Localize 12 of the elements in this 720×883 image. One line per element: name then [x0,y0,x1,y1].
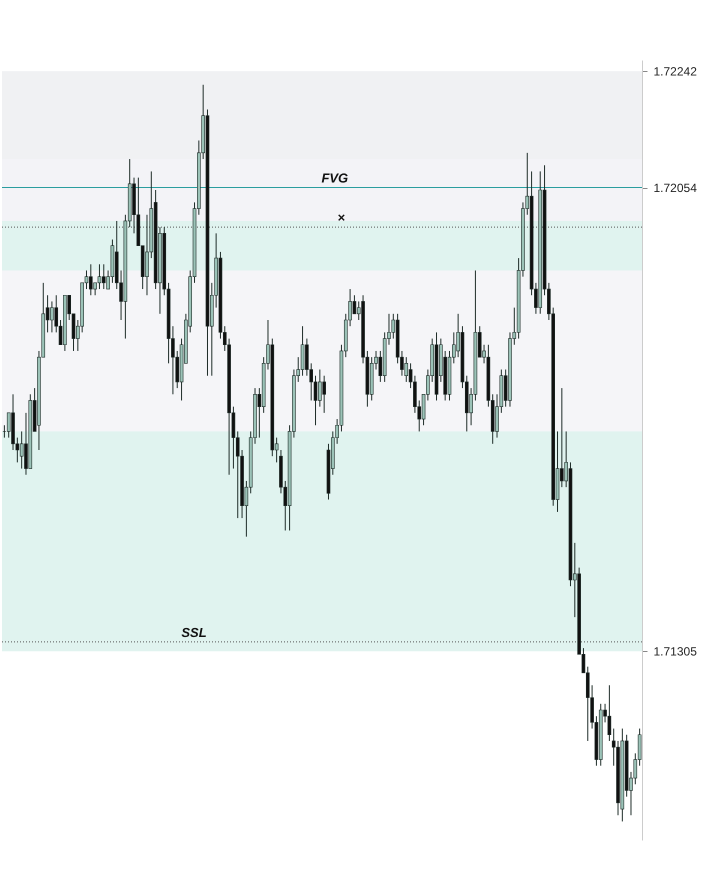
candlestick [98,264,102,290]
candlestick [404,356,408,382]
ref-line-label: × [337,210,346,226]
y-tick-label: 1.72242 [654,64,698,79]
y-tick-label: 1.72054 [654,181,698,196]
candlestick [102,264,106,290]
candlestick [88,264,93,296]
ref-line-label: SSL [181,624,207,640]
candlestick [322,375,326,414]
candlestick [50,300,54,333]
ref-line-label: FVG [321,170,348,186]
y-tick-label: 1.71305 [654,644,698,659]
